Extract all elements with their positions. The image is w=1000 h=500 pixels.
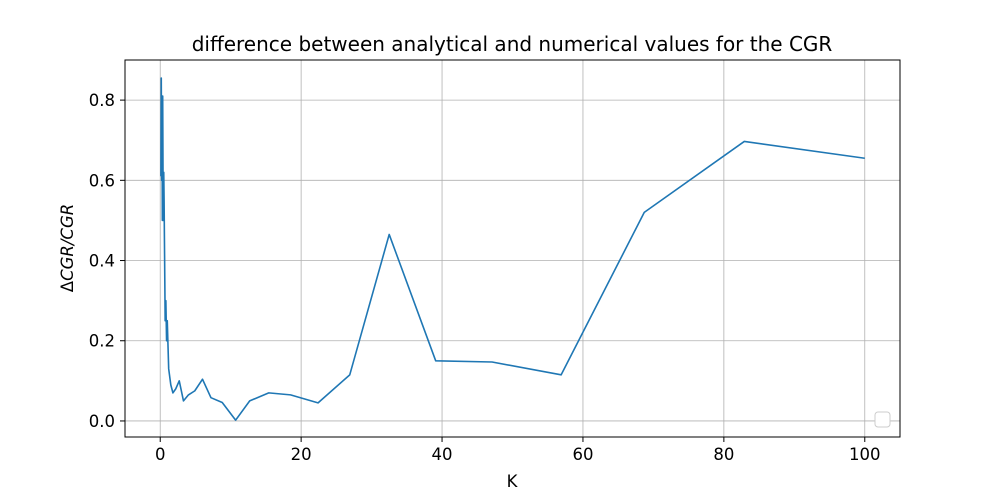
- y-axis-label: ΔCGR/CGR: [58, 204, 77, 292]
- x-tick-label: 60: [572, 445, 593, 464]
- y-tick-label: 0.0: [89, 412, 115, 431]
- chart-title: difference between analytical and numeri…: [192, 32, 833, 56]
- grid-lines: [125, 60, 900, 437]
- legend-box: [874, 411, 891, 428]
- plot-frame: [124, 59, 901, 438]
- series-group: [160, 77, 865, 421]
- y-tick-label: 0.2: [89, 332, 115, 351]
- x-tick-label: 80: [713, 445, 734, 464]
- series-line: [160, 77, 865, 421]
- x-tick-label: 100: [849, 445, 881, 464]
- x-axis-label: K: [507, 472, 519, 491]
- y-tick-label: 0.4: [89, 252, 115, 271]
- y-axis-label-ratio: CGR/CGR: [58, 204, 77, 281]
- x-tick-label: 20: [291, 445, 312, 464]
- x-tick-label: 40: [432, 445, 453, 464]
- y-tick-label: 0.8: [89, 91, 115, 110]
- x-tick-label: 0: [155, 445, 166, 464]
- y-tick-label: 0.6: [89, 171, 115, 190]
- axis-ticks: 0 20 40 60 80 100 0.0 0.2 0.4 0.6 0.8: [89, 91, 881, 464]
- y-axis-label-delta: Δ: [58, 280, 77, 292]
